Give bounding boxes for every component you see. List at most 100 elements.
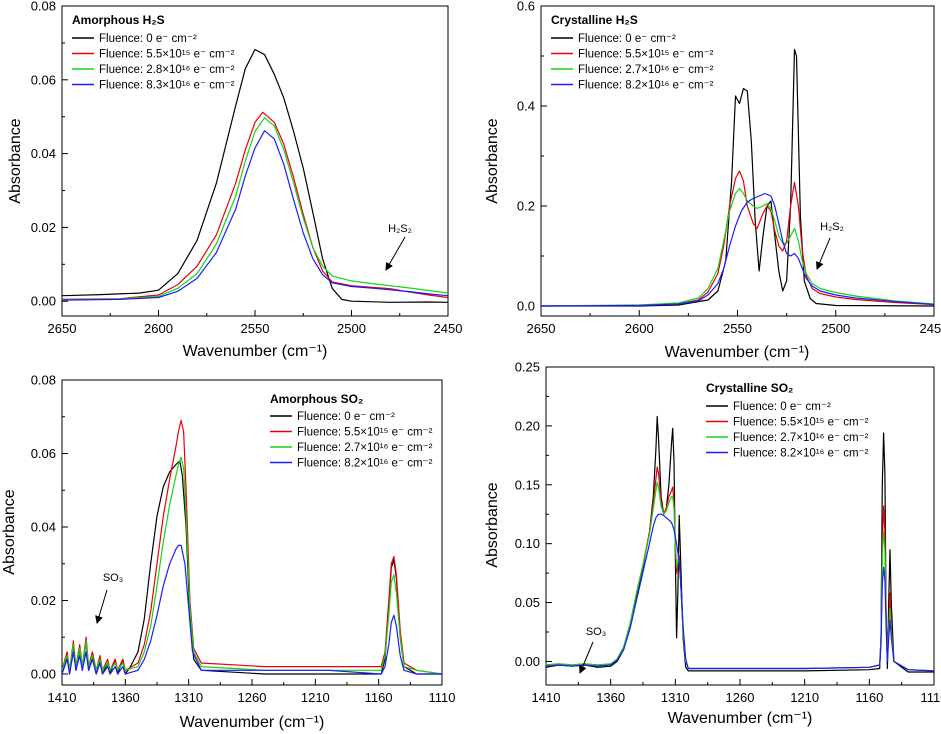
y-tick-label: 0.04: [31, 519, 56, 534]
y-tick-label: 0.08: [31, 373, 56, 388]
annotation-so3: SO₃: [95, 572, 123, 624]
chart-title: Amorphous SO₂: [270, 392, 363, 406]
x-axis-label: Wavenumber (cm⁻¹): [665, 344, 810, 361]
series-line-1: [62, 48, 448, 303]
y-axis-ticks: 0.00 0.02 0.04 0.06 0.08: [31, 0, 68, 309]
x-tick-label: 1310: [661, 690, 690, 705]
legend: Fluence: 0 e⁻ cm⁻² Fluence: 5.5×10¹⁵ e⁻ c…: [72, 33, 235, 92]
x-tick-label: 1110: [429, 690, 456, 705]
legend-item: Fluence: 2.7×10¹⁶ e⁻ cm⁻²: [706, 432, 869, 444]
x-tick-label: 1260: [726, 690, 755, 705]
x-tick-label: 1160: [855, 690, 883, 705]
x-tick-label: 2600: [625, 321, 654, 336]
spectra-lines: [546, 415, 934, 673]
legend-item: Fluence: 2.7×10¹⁶ e⁻ cm⁻²: [270, 442, 433, 454]
legend-item: Fluence: 5.5×10¹⁵ e⁻ cm⁻²: [706, 417, 869, 429]
y-axis-label: Absorbance: [1, 489, 18, 574]
annotation-label: SO₃: [103, 572, 123, 584]
legend-label: Fluence: 5.5×10¹⁵ e⁻ cm⁻²: [297, 427, 433, 439]
x-tick-label: 1210: [301, 690, 330, 705]
x-tick-label: 2650: [48, 321, 77, 336]
annotation-label: H₂S₂: [388, 223, 412, 235]
y-axis-ticks: 0.00 0.05 0.10 0.15 0.20 0.25: [515, 360, 552, 669]
x-tick-label: 2650: [527, 321, 556, 336]
legend-label: Fluence: 8.2×10¹⁶ e⁻ cm⁻²: [578, 80, 714, 92]
y-tick-label: 0.00: [31, 294, 56, 309]
legend-item: Fluence: 5.5×10¹⁵ e⁻ cm⁻²: [551, 49, 714, 61]
legend-item: Fluence: 8.2×10¹⁶ e⁻ cm⁻²: [706, 448, 869, 460]
series-line-4: [62, 544, 442, 675]
y-axis-ticks: 0.0 0.2 0.4 0.6: [517, 0, 547, 314]
annotation-so3: SO₃: [579, 626, 606, 674]
x-axis-label: Wavenumber (cm⁻¹): [183, 343, 328, 360]
legend: Fluence: 0 e⁻ cm⁻² Fluence: 5.5×10¹⁵ e⁻ c…: [270, 411, 433, 470]
y-axis-label: Absorbance: [484, 118, 501, 203]
x-tick-label: 1410: [532, 690, 561, 705]
series-line-2: [62, 111, 448, 300]
y-tick-label: 0.15: [515, 477, 540, 492]
y-axis-label: Absorbance: [7, 118, 24, 203]
y-tick-label: 0.25: [515, 360, 540, 375]
legend-item: Fluence: 5.5×10¹⁵ e⁻ cm⁻²: [270, 427, 433, 439]
x-axis-ticks: 2650 2600 2550 2500 2450: [527, 310, 941, 336]
series-line-1: [62, 460, 442, 675]
legend-item: Fluence: 2.8×10¹⁶ e⁻ cm⁻²: [72, 64, 235, 76]
legend-label: Fluence: 0 e⁻ cm⁻²: [99, 33, 197, 45]
series-line-3: [546, 481, 934, 672]
panel-amorphous-so2: 1410 1360 1310 1260 1210 1160 1110 0.000.020.0…: [1, 373, 456, 732]
series-line-4: [546, 513, 934, 672]
legend-label: Fluence: 8.2×10¹⁶ e⁻ cm⁻²: [733, 448, 869, 460]
annotation-arrow: [385, 236, 406, 271]
legend-label: Fluence: 8.3×10¹⁶ e⁻ cm⁻²: [99, 80, 235, 92]
spectra-lines: [62, 48, 448, 303]
legend: Fluence: 0 e⁻ cm⁻² Fluence: 5.5×10¹⁵ e⁻ c…: [706, 401, 869, 460]
legend-label: Fluence: 0 e⁻ cm⁻²: [733, 401, 831, 413]
annotation-h2s2: H₂S₂: [816, 221, 844, 270]
series-line-4: [541, 192, 934, 307]
annotation-arrow: [579, 641, 594, 674]
y-tick-label: 0.00: [31, 666, 56, 681]
y-tick-label: 0.0: [517, 299, 535, 314]
x-tick-label: 2450: [434, 321, 463, 336]
y-axis-ticks: 0.00 0.02 0.04 0.06 0.08: [31, 373, 68, 681]
legend-label: Fluence: 2.8×10¹⁶ e⁻ cm⁻²: [99, 64, 235, 76]
y-tick-label: 0.06: [31, 446, 56, 461]
y-tick-label: 0.00: [515, 654, 540, 669]
x-axis-ticks: 1410 1360 1310 1260 1210 1160 1110: [532, 679, 941, 705]
legend-label: Fluence: 5.5×10¹⁵ e⁻ cm⁻²: [99, 49, 235, 61]
legend-label: Fluence: 0 e⁻ cm⁻²: [297, 411, 395, 423]
annotation-label: SO₃: [586, 626, 606, 638]
series-line-2: [546, 466, 934, 672]
series-line-2: [541, 170, 934, 307]
series-line-3: [62, 117, 448, 301]
series-line-3: [62, 456, 442, 675]
y-tick-label: 0.04: [31, 146, 56, 161]
x-axis-label: Wavenumber (cm⁻¹): [180, 714, 325, 731]
legend-item: Fluence: 2.7×10¹⁶ e⁻ cm⁻²: [551, 64, 714, 76]
y-tick-label: 0.05: [515, 595, 540, 610]
y-tick-label: 0.20: [515, 418, 540, 433]
y-tick-label: 0.06: [31, 72, 56, 87]
x-tick-label: 1210: [790, 690, 819, 705]
legend-item: Fluence: 0 e⁻ cm⁻²: [270, 411, 395, 423]
x-tick-label: 1410: [48, 690, 77, 705]
legend-item: Fluence: 0 e⁻ cm⁻²: [551, 33, 676, 45]
x-tick-label: 1260: [238, 690, 267, 705]
x-tick-label: 1160: [365, 690, 393, 705]
legend-item: Fluence: 8.2×10¹⁶ e⁻ cm⁻²: [551, 80, 714, 92]
legend-item: Fluence: 0 e⁻ cm⁻²: [72, 33, 197, 45]
x-tick-label: 2600: [144, 321, 173, 336]
y-axis-label: Absorbance: [484, 482, 501, 567]
x-tick-label: 1360: [111, 690, 140, 705]
legend-label: Fluence: 5.5×10¹⁵ e⁻ cm⁻²: [578, 49, 714, 61]
x-axis-ticks: 1410 1360 1310 1260 1210 1160 1110: [48, 679, 456, 705]
legend-label: Fluence: 0 e⁻ cm⁻²: [578, 33, 676, 45]
annotation-label: H₂S₂: [820, 221, 844, 233]
x-tick-label: 2450: [920, 321, 941, 336]
legend-item: Fluence: 8.2×10¹⁶ e⁻ cm⁻²: [270, 458, 433, 470]
legend-label: Fluence: 2.7×10¹⁶ e⁻ cm⁻²: [578, 64, 714, 76]
annotation-h2s2: H₂S₂: [385, 223, 412, 271]
legend-label: Fluence: 8.2×10¹⁶ e⁻ cm⁻²: [297, 458, 433, 470]
legend-item: Fluence: 8.3×10¹⁶ e⁻ cm⁻²: [72, 80, 235, 92]
chart-title: Crystalline SO₂: [706, 381, 793, 395]
